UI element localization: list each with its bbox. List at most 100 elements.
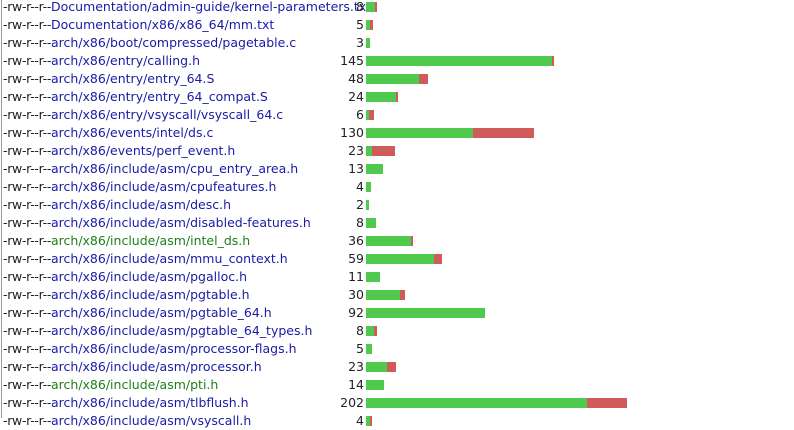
file-mode: -rw-r--r-- — [3, 377, 52, 392]
file-path-link[interactable]: arch/x86/entry/vsyscall/vsyscall_64.c — [51, 107, 284, 122]
deletions-bar — [400, 290, 405, 300]
file-path-link[interactable]: Documentation/admin-guide/kernel-paramet… — [51, 0, 372, 14]
change-bar — [366, 38, 370, 48]
file-path-link[interactable]: arch/x86/include/asm/vsyscall.h — [51, 413, 252, 428]
change-count: 4 — [356, 179, 364, 194]
deletions-bar — [473, 128, 534, 138]
file-path-link[interactable]: arch/x86/entry/entry_64.S — [51, 71, 215, 86]
deletions-bar — [374, 326, 377, 336]
insertions-bar — [366, 128, 473, 138]
insertions-bar — [366, 380, 384, 390]
file-mode: -rw-r--r-- — [3, 251, 52, 266]
file-path-link[interactable]: arch/x86/events/perf_event.h — [51, 143, 236, 158]
change-count: 5 — [356, 17, 364, 32]
insertions-bar — [366, 56, 552, 66]
file-path-link[interactable]: arch/x86/include/asm/tlbflush.h — [51, 395, 249, 410]
deletions-bar — [370, 20, 373, 30]
change-count: 36 — [348, 233, 364, 248]
change-bar — [366, 326, 377, 336]
file-mode: -rw-r--r-- — [3, 413, 52, 428]
file-mode: -rw-r--r-- — [3, 233, 52, 248]
table-row: -rw-r--r-- arch/x86/entry/entry_64.S 48 — [0, 70, 794, 88]
file-path-link[interactable]: arch/x86/include/asm/processor-flags.h — [51, 341, 297, 356]
change-count: 13 — [348, 161, 364, 176]
table-row: -rw-r--r-- arch/x86/include/asm/processor… — [0, 358, 794, 376]
change-bar — [366, 182, 371, 192]
insertions-bar — [366, 2, 375, 12]
change-bar — [366, 254, 442, 264]
file-mode: -rw-r--r-- — [3, 179, 52, 194]
file-path-link[interactable]: arch/x86/include/asm/pti.h — [51, 377, 219, 392]
file-mode: -rw-r--r-- — [3, 287, 52, 302]
change-count: 8 — [356, 323, 364, 338]
insertions-bar — [366, 110, 369, 120]
file-mode: -rw-r--r-- — [3, 269, 52, 284]
table-row: -rw-r--r-- arch/x86/include/asm/pgtable_6… — [0, 304, 794, 322]
change-bar — [366, 380, 384, 390]
deletions-bar — [369, 110, 374, 120]
table-row: -rw-r--r-- arch/x86/include/asm/pti.h 14 — [0, 376, 794, 394]
file-path-link[interactable]: arch/x86/include/asm/processor.h — [51, 359, 262, 374]
change-bar — [366, 398, 627, 408]
file-path-link[interactable]: arch/x86/include/asm/pgtable.h — [51, 287, 250, 302]
file-path-link[interactable]: arch/x86/events/intel/ds.c — [51, 125, 214, 140]
change-bar — [366, 92, 398, 102]
insertions-bar — [366, 92, 396, 102]
insertions-bar — [366, 326, 374, 336]
insertions-bar — [366, 20, 370, 30]
insertions-bar — [366, 272, 380, 282]
file-path-link[interactable]: arch/x86/include/asm/mmu_context.h — [51, 251, 288, 266]
file-path-link[interactable]: arch/x86/include/asm/pgtable_64.h — [51, 305, 272, 320]
file-path-link[interactable]: Documentation/x86/x86_64/mm.txt — [51, 17, 275, 32]
file-path-link[interactable]: arch/x86/include/asm/desc.h — [51, 197, 232, 212]
change-count: 6 — [356, 107, 364, 122]
table-row: -rw-r--r-- arch/x86/include/asm/pgtable.h… — [0, 286, 794, 304]
insertions-bar — [366, 236, 411, 246]
change-count: 11 — [348, 269, 364, 284]
change-count: 3 — [356, 35, 364, 50]
table-left-border — [1, 0, 2, 418]
table-row: -rw-r--r-- arch/x86/entry/calling.h 145 — [0, 52, 794, 70]
file-path-link[interactable]: arch/x86/entry/entry_64_compat.S — [51, 89, 268, 104]
change-bar — [366, 74, 428, 84]
table-row: -rw-r--r-- arch/x86/events/intel/ds.c 130 — [0, 124, 794, 142]
insertions-bar — [366, 362, 387, 372]
table-row: -rw-r--r-- arch/x86/include/asm/pgalloc.h… — [0, 268, 794, 286]
change-count: 8 — [356, 215, 364, 230]
insertions-bar — [366, 290, 400, 300]
change-count: 23 — [348, 359, 364, 374]
file-mode: -rw-r--r-- — [3, 0, 52, 14]
file-path-link[interactable]: arch/x86/include/asm/cpu_entry_area.h — [51, 161, 299, 176]
file-mode: -rw-r--r-- — [3, 143, 52, 158]
change-bar — [366, 56, 554, 66]
file-mode: -rw-r--r-- — [3, 215, 52, 230]
file-path-link[interactable]: arch/x86/include/asm/pgalloc.h — [51, 269, 247, 284]
file-mode: -rw-r--r-- — [3, 107, 52, 122]
file-mode: -rw-r--r-- — [3, 71, 52, 86]
table-row: -rw-r--r-- arch/x86/include/asm/mmu_conte… — [0, 250, 794, 268]
file-path-link[interactable]: arch/x86/boot/compressed/pagetable.c — [51, 35, 297, 50]
table-row: -rw-r--r-- arch/x86/include/asm/cpufeatur… — [0, 178, 794, 196]
change-count: 23 — [348, 143, 364, 158]
deletions-bar — [372, 146, 395, 156]
file-path-link[interactable]: arch/x86/include/asm/intel_ds.h — [51, 233, 251, 248]
insertions-bar — [366, 200, 369, 210]
change-count: 5 — [356, 341, 364, 356]
file-path-link[interactable]: arch/x86/include/asm/disabled-features.h — [51, 215, 311, 230]
change-bar — [366, 272, 380, 282]
insertions-bar — [366, 308, 485, 318]
table-row: -rw-r--r-- arch/x86/include/asm/vsyscall.… — [0, 412, 794, 430]
insertions-bar — [366, 398, 587, 408]
change-count: 145 — [340, 53, 364, 68]
file-path-link[interactable]: arch/x86/include/asm/cpufeatures.h — [51, 179, 277, 194]
file-mode: -rw-r--r-- — [3, 53, 52, 68]
file-path-link[interactable]: arch/x86/include/asm/pgtable_64_types.h — [51, 323, 313, 338]
file-path-link[interactable]: arch/x86/entry/calling.h — [51, 53, 201, 68]
change-count: 48 — [348, 71, 364, 86]
change-count: 92 — [348, 305, 364, 320]
change-bar — [366, 164, 383, 174]
insertions-bar — [366, 74, 419, 84]
table-row: -rw-r--r-- arch/x86/include/asm/desc.h 2 — [0, 196, 794, 214]
file-mode: -rw-r--r-- — [3, 125, 52, 140]
